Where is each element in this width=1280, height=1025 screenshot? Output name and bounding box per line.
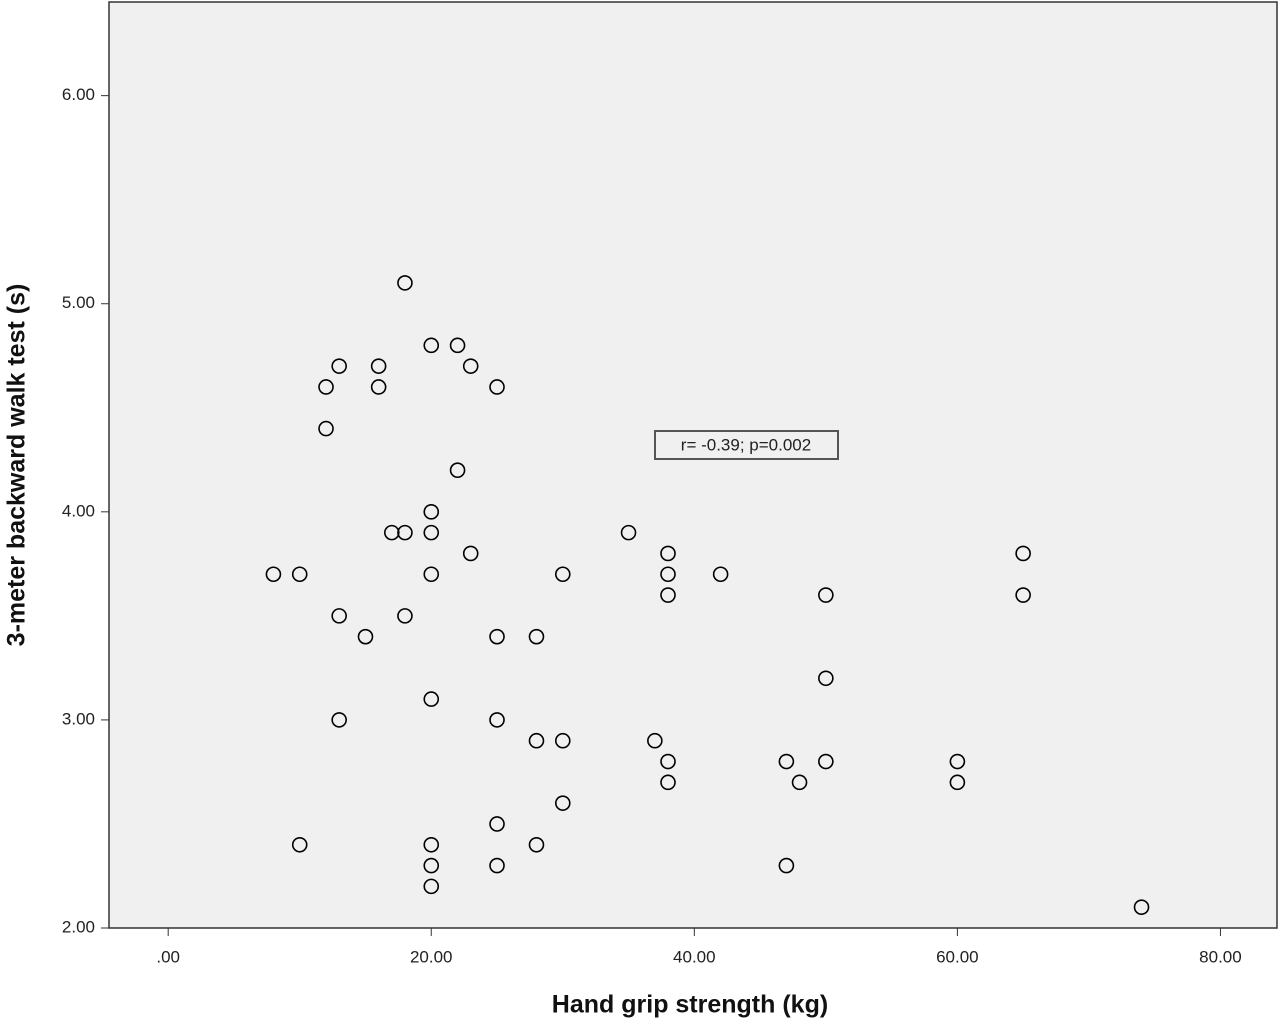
point bbox=[660, 545, 676, 562]
x-tick-label: 20.00 bbox=[410, 947, 453, 966]
point bbox=[554, 566, 571, 583]
point bbox=[1015, 587, 1031, 603]
point bbox=[423, 504, 440, 520]
point bbox=[554, 732, 571, 749]
point bbox=[528, 628, 545, 645]
point bbox=[397, 608, 413, 624]
x-tick-label: 40.00 bbox=[673, 947, 716, 966]
point bbox=[423, 566, 440, 583]
y-tick-label: 5.00 bbox=[62, 293, 95, 312]
annotation: r= -0.39; p=0.002 bbox=[681, 435, 811, 454]
point bbox=[528, 836, 545, 853]
point bbox=[291, 566, 308, 583]
point bbox=[357, 628, 374, 645]
y-tick-label: 2.00 bbox=[62, 917, 95, 936]
x-tick-label: 60.00 bbox=[936, 947, 979, 966]
point bbox=[370, 379, 387, 395]
point bbox=[331, 358, 347, 374]
point bbox=[383, 524, 400, 541]
point bbox=[660, 753, 676, 770]
point bbox=[291, 836, 308, 853]
x-axis-title: Hand grip strength (kg) bbox=[552, 991, 828, 1019]
point bbox=[1133, 899, 1150, 915]
point bbox=[370, 358, 387, 374]
point bbox=[462, 545, 479, 562]
point bbox=[423, 691, 440, 707]
point bbox=[778, 753, 795, 770]
point bbox=[397, 524, 413, 541]
point bbox=[331, 608, 347, 624]
y-axis-title: 3-meter backward walk test (s) bbox=[3, 284, 31, 647]
point bbox=[791, 774, 808, 791]
point bbox=[489, 628, 505, 645]
annotation-box bbox=[654, 430, 839, 460]
point bbox=[554, 795, 571, 811]
point bbox=[489, 379, 505, 395]
point bbox=[318, 379, 334, 395]
point bbox=[423, 857, 440, 874]
point bbox=[949, 753, 966, 770]
point bbox=[778, 857, 795, 874]
point bbox=[397, 275, 413, 291]
point bbox=[1015, 545, 1031, 562]
point bbox=[318, 420, 334, 437]
point bbox=[489, 712, 505, 728]
point bbox=[660, 774, 676, 791]
point bbox=[818, 587, 834, 603]
point bbox=[265, 566, 282, 583]
x-tick-label: .00 bbox=[156, 947, 180, 966]
point bbox=[331, 712, 347, 728]
point bbox=[647, 732, 663, 749]
point bbox=[423, 337, 440, 354]
plot-area bbox=[108, 1, 1278, 929]
y-tick-label: 3.00 bbox=[62, 709, 95, 728]
point bbox=[660, 587, 676, 603]
point bbox=[449, 462, 466, 479]
point bbox=[620, 524, 637, 541]
point bbox=[489, 816, 505, 832]
point bbox=[423, 524, 440, 541]
x-tick-label: 80.00 bbox=[1199, 947, 1242, 966]
point bbox=[660, 566, 676, 583]
point bbox=[462, 358, 479, 374]
point bbox=[489, 857, 505, 874]
point bbox=[949, 774, 966, 791]
point bbox=[449, 337, 466, 354]
y-tick-label: 6.00 bbox=[62, 85, 95, 104]
point bbox=[818, 753, 834, 770]
point bbox=[712, 566, 729, 583]
point bbox=[423, 878, 440, 895]
point bbox=[818, 670, 834, 687]
y-tick-label: 4.00 bbox=[62, 501, 95, 520]
point bbox=[528, 732, 545, 749]
point bbox=[423, 836, 440, 853]
